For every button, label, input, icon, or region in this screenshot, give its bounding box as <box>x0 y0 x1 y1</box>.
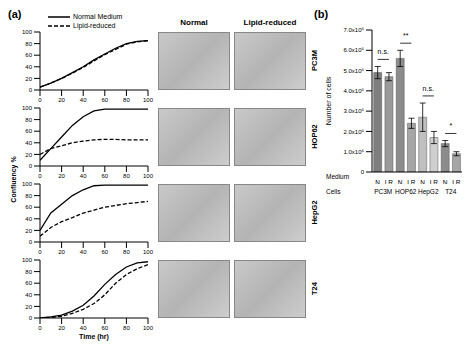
svg-text:0: 0 <box>29 163 33 169</box>
html-text:Cells: Cells <box>326 188 341 195</box>
svg-text:0: 0 <box>38 325 42 331</box>
svg-text:0: 0 <box>361 169 365 175</box>
html-text:Lipid-reduced: Lipid-reduced <box>73 22 116 29</box>
svg-text:40: 40 <box>25 216 32 222</box>
svg-text:0: 0 <box>29 87 33 93</box>
html-text:HOP62: HOP62 <box>309 124 319 149</box>
svg-text:N: N <box>398 179 403 184</box>
svg-text:Time (hr): Time (hr) <box>79 333 109 341</box>
svg-text:60: 60 <box>25 52 32 58</box>
svg-text:N: N <box>443 179 448 184</box>
svg-text:n.s.: n.s. <box>423 85 434 92</box>
html-text:Normal: Normal <box>180 18 208 27</box>
svg-text:20: 20 <box>58 249 65 255</box>
svg-text:40: 40 <box>25 64 32 70</box>
svg-text:40: 40 <box>25 292 32 298</box>
html-text:(a): (a) <box>8 8 22 20</box>
svg-text:20: 20 <box>25 152 32 158</box>
svg-text:60: 60 <box>25 128 32 134</box>
svg-text:20: 20 <box>25 304 32 310</box>
svg-text:40: 40 <box>80 325 87 331</box>
svg-text:6.0x10⁵: 6.0x10⁵ <box>343 47 364 53</box>
svg-text:7.0x10⁵: 7.0x10⁵ <box>343 27 364 33</box>
svg-text:0: 0 <box>29 239 33 245</box>
svg-text:n.s.: n.s. <box>378 48 389 55</box>
svg-text:5.0x10⁵: 5.0x10⁵ <box>343 68 364 74</box>
svg-text:20: 20 <box>58 325 65 331</box>
svg-text:80: 80 <box>25 193 32 199</box>
svg-text:LR: LR <box>407 179 416 184</box>
svg-text:60: 60 <box>101 325 108 331</box>
svg-text:LR: LR <box>452 179 461 184</box>
html-text:PC3M HOP62 HepG2: PC3M HOP62 HepG2 <box>374 188 439 195</box>
svg-text:**: ** <box>403 32 409 39</box>
svg-text:60: 60 <box>101 97 108 103</box>
svg-text:20: 20 <box>25 228 32 234</box>
svg-text:80: 80 <box>25 269 32 275</box>
svg-text:40: 40 <box>80 249 87 255</box>
html-text:T24: T24 <box>309 282 319 295</box>
html-text:PC3M: PC3M <box>309 50 319 71</box>
svg-text:N: N <box>420 179 425 184</box>
svg-text:0: 0 <box>38 97 42 103</box>
svg-text:0: 0 <box>29 315 33 321</box>
svg-text:40: 40 <box>25 140 32 146</box>
svg-text:100: 100 <box>22 105 33 111</box>
svg-text:80: 80 <box>123 173 130 179</box>
svg-text:40: 40 <box>80 173 87 179</box>
svg-text:*: * <box>449 122 452 129</box>
svg-text:100: 100 <box>22 181 33 187</box>
svg-text:60: 60 <box>101 249 108 255</box>
html-text:(b): (b) <box>314 8 328 20</box>
svg-text:100: 100 <box>22 29 33 35</box>
svg-text:2.0x10⁵: 2.0x10⁵ <box>343 129 364 135</box>
svg-text:80: 80 <box>25 117 32 123</box>
svg-text:100: 100 <box>143 249 154 255</box>
html-text:T24: T24 <box>445 188 457 195</box>
svg-text:40: 40 <box>80 97 87 103</box>
svg-text:0: 0 <box>38 173 42 179</box>
html-text:Medium: Medium <box>326 173 350 180</box>
svg-text:100: 100 <box>143 173 154 179</box>
svg-text:20: 20 <box>58 173 65 179</box>
html-text:HepG2: HepG2 <box>309 200 319 225</box>
svg-text:100: 100 <box>143 325 154 331</box>
svg-text:60: 60 <box>25 204 32 210</box>
svg-text:3.0x10⁵: 3.0x10⁵ <box>343 108 364 114</box>
svg-text:80: 80 <box>123 97 130 103</box>
svg-text:N: N <box>375 179 380 184</box>
html-text:Normal Medium: Normal Medium <box>73 13 123 20</box>
html-text:Confluency %: Confluency % <box>9 156 17 203</box>
svg-text:60: 60 <box>101 173 108 179</box>
svg-text:0: 0 <box>38 249 42 255</box>
svg-text:LR: LR <box>385 179 394 184</box>
html-text:Lipid-reduced: Lipid-reduced <box>243 18 297 27</box>
svg-text:80: 80 <box>25 41 32 47</box>
svg-text:60: 60 <box>25 280 32 286</box>
svg-text:20: 20 <box>25 76 32 82</box>
svg-text:80: 80 <box>123 325 130 331</box>
svg-text:20: 20 <box>58 97 65 103</box>
svg-text:80: 80 <box>123 249 130 255</box>
svg-text:LR: LR <box>430 179 439 184</box>
svg-text:100: 100 <box>143 97 154 103</box>
svg-text:100: 100 <box>22 257 33 263</box>
svg-text:Number of cells: Number of cells <box>325 76 332 125</box>
svg-text:1.0x10⁵: 1.0x10⁵ <box>343 149 364 155</box>
svg-text:4.0x10⁵: 4.0x10⁵ <box>343 88 364 94</box>
